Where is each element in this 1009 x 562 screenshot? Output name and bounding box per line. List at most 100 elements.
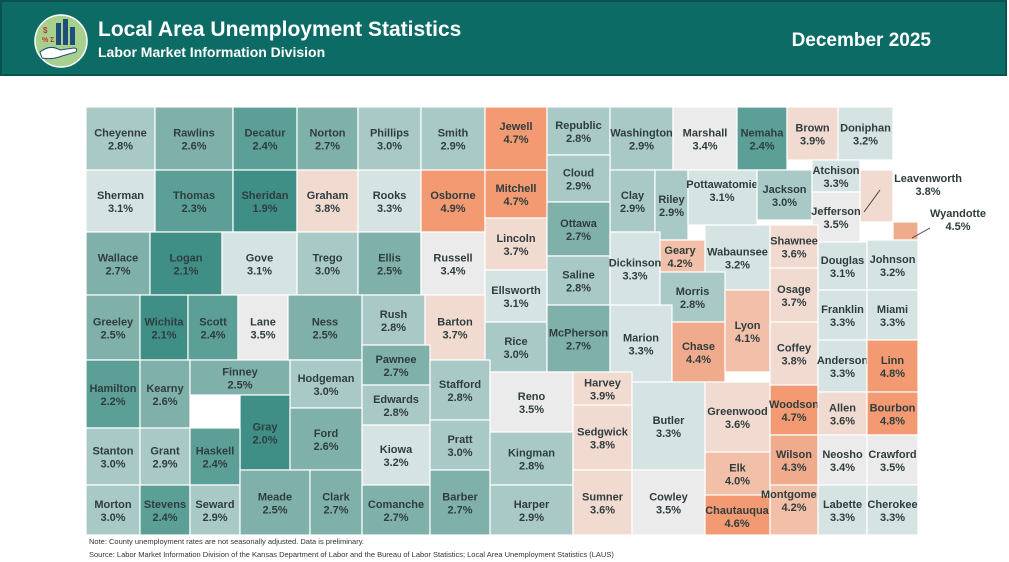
- county-rate-label: 4.7%: [503, 196, 528, 208]
- county-name-label: Miami: [877, 304, 908, 316]
- county-rate-label: 3.3%: [830, 368, 855, 380]
- county-rate-label: 3.5%: [656, 505, 681, 517]
- leader-line: [911, 227, 931, 239]
- county-rate-label: 2.5%: [377, 266, 402, 278]
- county-name-label: Barber: [442, 492, 478, 504]
- county-name-label: Wichita: [144, 317, 184, 329]
- page-subtitle: Labor Market Information Division: [98, 44, 326, 60]
- county-name-label: Wyandotte: [930, 208, 986, 220]
- county-shape: [811, 159, 861, 193]
- county-rate-label: 3.7%: [503, 246, 528, 258]
- county-shape: [704, 451, 771, 496]
- county-shape: [85, 484, 141, 536]
- county-rate-label: 2.6%: [152, 396, 177, 408]
- county-rate-label: 2.9%: [440, 141, 465, 153]
- county-shape: [361, 294, 426, 346]
- county-rate-label: 2.7%: [383, 512, 408, 524]
- county-rate-label: 3.3%: [880, 512, 905, 524]
- county-name-label: Rice: [504, 336, 527, 348]
- county-name-label: Cheyenne: [94, 128, 147, 140]
- county-rate-label: 2.8%: [383, 407, 408, 419]
- county-name-label: Pratt: [447, 434, 472, 446]
- county-rate-label: 2.5%: [312, 330, 337, 342]
- county-rate-label: 2.6%: [313, 441, 338, 453]
- county-rate-label: 3.4%: [440, 266, 465, 278]
- county-shape: [187, 294, 239, 361]
- county-shape: [546, 154, 611, 203]
- county-name-label: Smith: [438, 128, 469, 140]
- county-rate-label: 3.3%: [656, 428, 681, 440]
- county-rate-label: 2.1%: [151, 330, 176, 342]
- county-rate-label: 2.8%: [680, 299, 705, 311]
- county-name-label: Ottawa: [560, 218, 598, 230]
- county-rate-label: 4.8%: [880, 368, 905, 380]
- county-rate-label: 2.4%: [200, 330, 225, 342]
- county-name-label: Ness: [312, 317, 338, 329]
- county-shape: [817, 434, 868, 486]
- county-name-label: Neosho: [822, 449, 863, 461]
- leader-line: [863, 189, 881, 213]
- county-shape: [546, 106, 611, 156]
- county-rate-label: 2.4%: [152, 512, 177, 524]
- county-rate-label: 3.6%: [590, 505, 615, 517]
- county-name-label: Montgomery: [761, 489, 828, 501]
- county-name-label: Chautauqua: [705, 505, 769, 517]
- county-name-label: Lincoln: [496, 233, 535, 245]
- county-name-label: Ford: [314, 428, 338, 440]
- county-rate-label: 4.7%: [781, 412, 806, 424]
- county-name-label: Rush: [380, 309, 408, 321]
- county-shape: [817, 339, 868, 393]
- county-name-label: Franklin: [821, 304, 864, 316]
- county-name-label: Anderson: [817, 355, 869, 367]
- county-rate-label: 3.9%: [590, 391, 615, 403]
- county-rate-label: 3.5%: [823, 219, 848, 231]
- county-name-label: Stevens: [144, 499, 186, 511]
- county-shape: [489, 431, 574, 486]
- county-rate-label: 3.6%: [725, 419, 750, 431]
- county-rate-label: 2.9%: [629, 141, 654, 153]
- county-shape: [429, 419, 491, 471]
- county-rate-label: 2.5%: [227, 380, 252, 392]
- county-rate-label: 2.9%: [620, 203, 645, 215]
- county-shape: [769, 224, 819, 269]
- county-shape: [724, 289, 771, 373]
- county-name-label: McPherson: [549, 328, 609, 340]
- county-shape: [756, 169, 813, 221]
- county-rate-label: 3.5%: [880, 462, 905, 474]
- county-shape: [189, 359, 291, 396]
- county-name-label: Johnson: [870, 254, 916, 266]
- county-rate-label: 2.0%: [252, 435, 277, 447]
- county-rate-label: 3.1%: [503, 298, 528, 310]
- county-shape: [154, 169, 234, 233]
- county-shape: [357, 231, 422, 296]
- county-name-label: Greeley: [93, 317, 134, 329]
- county-rate-label: 3.3%: [830, 317, 855, 329]
